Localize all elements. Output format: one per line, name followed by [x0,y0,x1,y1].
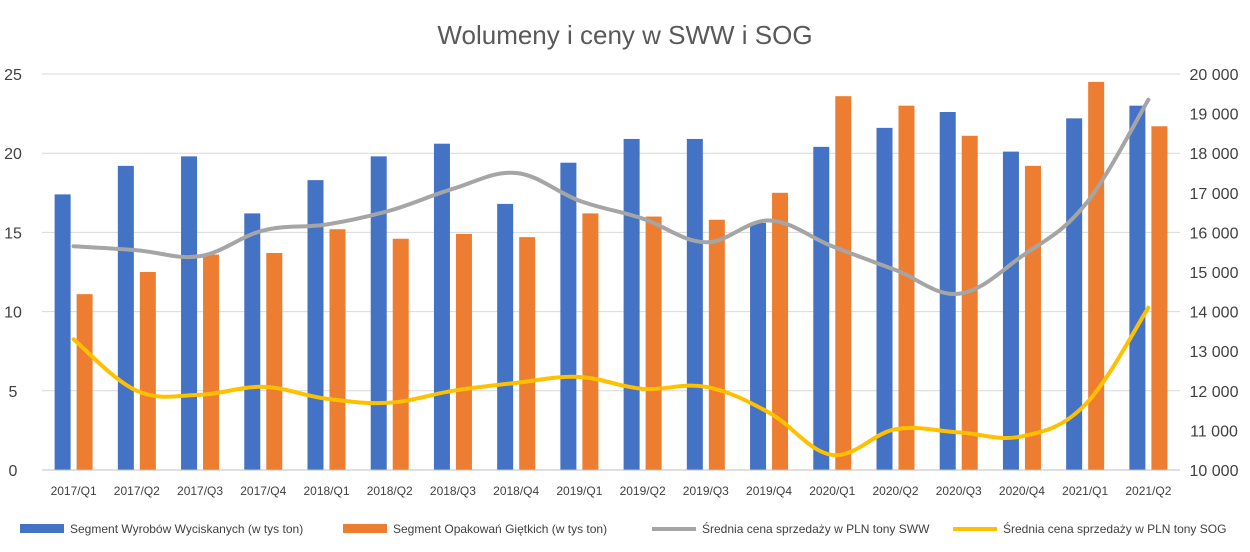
bar [181,156,198,471]
y-right-tick-label: 18 000 [1190,146,1239,163]
bar [1024,165,1041,470]
gridlines [42,73,1180,392]
x-tick-label: 2018/Q1 [303,484,349,498]
x-tick-label: 2020/Q3 [936,484,982,498]
bars [54,81,1168,471]
x-tick-label: 2021/Q1 [1062,484,1108,498]
series-line [71,97,1151,296]
bar [392,238,409,470]
y-right-tick-label: 15 000 [1190,265,1239,282]
bar [876,127,893,470]
bar [117,165,134,470]
y-left-tick-label: 15 [4,225,22,242]
x-tick-label: 2019/Q1 [556,484,602,498]
y-left-tick-label: 10 [4,305,22,322]
bar [370,156,387,471]
bar [497,203,514,470]
x-tick-label: 2017/Q2 [114,484,160,498]
y-right-tick-label: 20 000 [1190,67,1239,84]
y-left-tick-label: 0 [9,463,18,480]
y-left-tick-label: 20 [4,146,22,163]
x-tick-label: 2017/Q3 [177,484,223,498]
y-right-tick-label: 12 000 [1190,384,1239,401]
y-right-tick-label: 10 000 [1190,463,1239,480]
y-right-tick-label: 13 000 [1190,344,1239,361]
series-lines [71,97,1151,457]
x-tick-label: 2020/Q4 [999,484,1045,498]
bar [939,112,956,471]
y-left-tick-label: 25 [4,67,22,84]
bar [1088,81,1105,471]
y-right-tick-label: 17 000 [1190,186,1239,203]
bar [898,105,915,471]
legend-swatch [20,524,64,533]
y-right-tick-label: 16 000 [1190,225,1239,242]
bar [1129,105,1146,471]
x-tick-label: 2018/Q2 [367,484,413,498]
x-tick-label: 2019/Q4 [746,484,792,498]
chart-title: Wolumeny i ceny w SWW i SOG [437,20,812,50]
bar [708,219,725,470]
legend-label: Segment Wyrobów Wyciskanych (w tys ton) [70,522,303,536]
bar [582,213,599,470]
legend-label: Segment Opakowań Giętkich (w tys ton) [393,522,607,536]
bar [266,252,283,470]
bar [772,192,789,471]
legend-label: Średnia cena sprzedaży w PLN tony SWW [702,521,930,536]
bar [433,143,450,471]
bar [1066,118,1083,471]
y-right-tick-label: 19 000 [1190,107,1239,124]
bar [1151,126,1168,470]
bar [560,162,577,471]
bar [244,213,261,470]
legend-label: Średnia cena sprzedaży w PLN tony SOG [1003,521,1226,536]
y-right-tick-label: 11 000 [1190,423,1238,440]
x-tick-label: 2018/Q3 [430,484,476,498]
bar [961,135,978,470]
bar [54,194,71,470]
axes: 0 5 10 15 20 25 10 000 11 000 12 000 13 000 14 000… [4,67,1238,498]
bar [139,272,156,470]
legend: Segment Wyrobów Wyciskanych (w tys ton) S… [20,521,1226,536]
x-tick-label: 2017/Q4 [240,484,286,498]
bar [203,254,220,470]
x-tick-label: 2017/Q1 [51,484,97,498]
bar [76,294,93,470]
bar [1002,151,1019,470]
x-tick-label: 2020/Q1 [809,484,855,498]
y-left-tick-label: 5 [9,384,18,401]
x-tick-label: 2019/Q3 [683,484,729,498]
y-right-tick-label: 14 000 [1190,305,1239,322]
series-line [71,305,1151,457]
bar [835,96,852,471]
bar [686,138,703,470]
x-tick-label: 2021/Q2 [1125,484,1171,498]
x-tick-label: 2020/Q2 [872,484,918,498]
bar [813,146,830,470]
bar [455,233,472,470]
bar [519,237,536,470]
legend-swatch [343,524,387,533]
bar [750,222,767,470]
bar [329,229,346,470]
x-tick-label: 2019/Q2 [620,484,666,498]
bar [623,138,640,470]
bar [645,216,662,470]
x-tick-label: 2018/Q4 [493,484,539,498]
